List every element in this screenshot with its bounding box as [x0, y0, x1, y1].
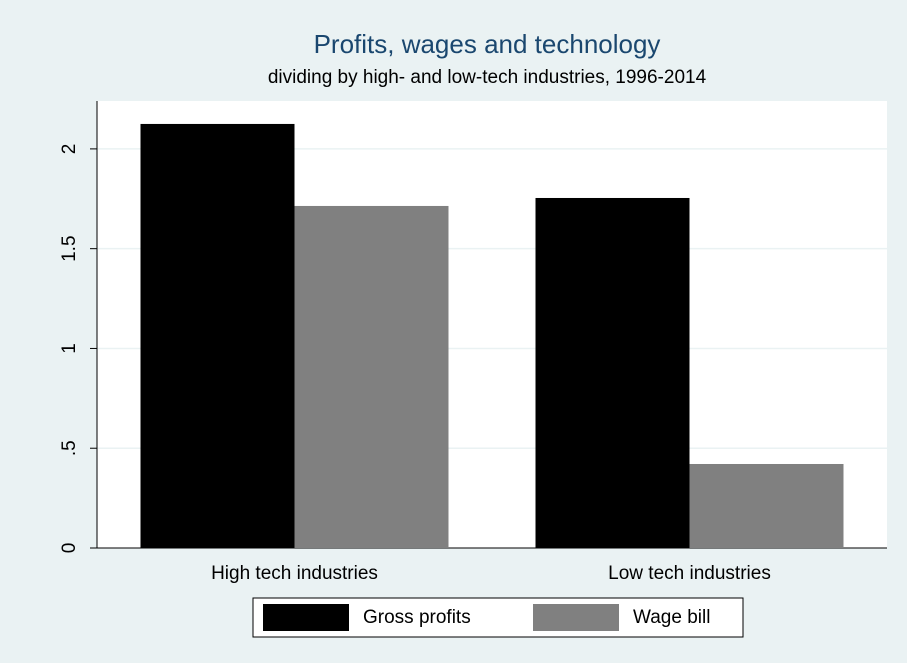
legend-label: Gross profits	[363, 607, 471, 628]
legend-label: Wage bill	[633, 607, 710, 628]
y-tick-label: 0	[59, 543, 80, 554]
y-tick-label: 1.5	[59, 235, 80, 261]
x-tick-label: Low tech industries	[608, 563, 771, 584]
x-tick-label: High tech industries	[211, 563, 378, 584]
chart-subtitle: dividing by high- and low-tech industrie…	[268, 67, 707, 88]
bar	[535, 197, 690, 548]
chart-title: Profits, wages and technology	[314, 29, 661, 59]
bar	[689, 463, 844, 548]
legend-swatch	[263, 604, 349, 631]
y-tick-label: 1	[59, 343, 80, 354]
y-tick-label: .5	[59, 440, 80, 456]
y-tick-label: 2	[59, 144, 80, 155]
bar	[294, 205, 449, 548]
legend-swatch	[533, 604, 619, 631]
bar	[140, 123, 295, 548]
